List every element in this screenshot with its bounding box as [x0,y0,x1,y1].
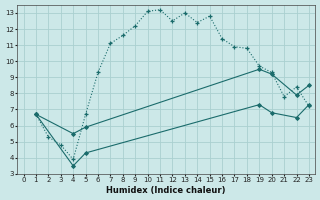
X-axis label: Humidex (Indice chaleur): Humidex (Indice chaleur) [107,186,226,195]
